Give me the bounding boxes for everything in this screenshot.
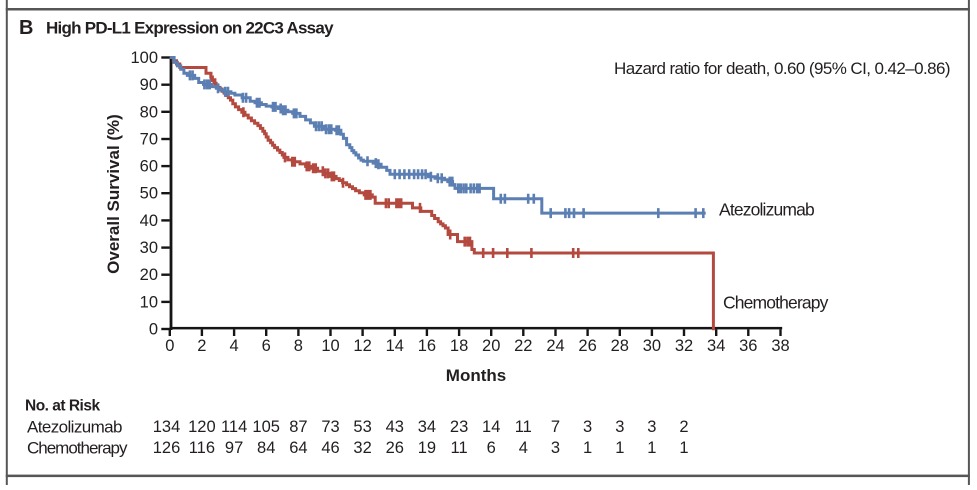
svg-text:Atezolizumab: Atezolizumab [719,200,814,220]
svg-text:10: 10 [321,337,339,355]
svg-text:30: 30 [140,239,158,257]
svg-text:70: 70 [140,131,158,149]
svg-text:2: 2 [197,337,206,355]
svg-text:2: 2 [679,418,688,436]
svg-text:120: 120 [188,418,216,436]
svg-text:32: 32 [353,439,371,457]
svg-text:3: 3 [647,418,656,436]
svg-text:32: 32 [675,337,693,355]
svg-text:19: 19 [418,439,436,457]
svg-text:3: 3 [551,439,560,457]
svg-text:No. at Risk: No. at Risk [25,398,100,415]
svg-text:Hazard ratio for death, 0.60 (: Hazard ratio for death, 0.60 (95% CI, 0.… [614,59,950,78]
svg-text:90: 90 [140,76,158,94]
svg-text:Chemotherapy: Chemotherapy [723,293,829,313]
svg-text:30: 30 [643,337,661,355]
svg-text:14: 14 [386,337,404,355]
svg-text:11: 11 [515,418,532,436]
svg-text:34: 34 [707,337,725,355]
svg-text:116: 116 [189,439,215,457]
svg-text:20: 20 [140,266,158,284]
svg-text:7: 7 [551,418,560,436]
svg-text:80: 80 [140,103,158,121]
svg-text:36: 36 [739,337,757,355]
svg-text:8: 8 [294,337,303,355]
svg-text:134: 134 [153,418,181,436]
svg-text:3: 3 [583,418,592,436]
svg-text:22: 22 [514,337,532,355]
svg-text:1: 1 [583,439,592,457]
svg-text:64: 64 [289,439,307,457]
svg-text:Atezolizumab: Atezolizumab [27,418,122,437]
svg-text:26: 26 [578,337,596,355]
svg-text:4: 4 [519,439,528,457]
svg-text:12: 12 [353,337,371,355]
svg-text:20: 20 [482,337,500,355]
svg-text:60: 60 [140,158,158,176]
svg-text:26: 26 [386,439,404,457]
svg-text:114: 114 [221,418,247,436]
svg-text:40: 40 [140,212,158,230]
svg-text:34: 34 [418,418,436,436]
svg-text:1: 1 [647,439,656,457]
svg-text:23: 23 [450,418,468,436]
svg-text:105: 105 [252,418,280,436]
svg-text:87: 87 [289,418,307,436]
svg-text:43: 43 [386,418,404,436]
svg-text:6: 6 [487,439,496,457]
svg-text:18: 18 [450,337,468,355]
svg-text:1: 1 [679,439,688,457]
svg-text:1: 1 [615,439,624,457]
svg-text:38: 38 [771,337,789,355]
svg-text:Chemotherapy: Chemotherapy [27,439,128,458]
svg-text:6: 6 [262,337,271,355]
svg-text:84: 84 [257,439,275,457]
svg-text:0: 0 [165,337,174,355]
svg-text:73: 73 [321,418,339,436]
svg-text:B: B [19,17,33,39]
svg-text:46: 46 [321,439,339,457]
svg-text:Months: Months [446,366,506,385]
svg-text:4: 4 [230,337,239,355]
svg-text:100: 100 [130,49,158,67]
svg-text:10: 10 [140,293,158,311]
svg-text:14: 14 [482,418,500,436]
svg-text:High PD-L1 Expression on 22C3: High PD-L1 Expression on 22C3 Assay [46,19,334,38]
svg-text:24: 24 [546,337,564,355]
svg-text:50: 50 [140,185,158,203]
svg-text:11: 11 [451,439,468,457]
svg-text:0: 0 [149,321,158,339]
svg-text:28: 28 [611,337,629,355]
svg-text:97: 97 [225,439,243,457]
svg-text:16: 16 [418,337,436,355]
svg-text:53: 53 [353,418,371,436]
svg-text:Overall Survival (%): Overall Survival (%) [104,114,123,274]
svg-text:3: 3 [615,418,624,436]
svg-text:126: 126 [153,439,181,457]
